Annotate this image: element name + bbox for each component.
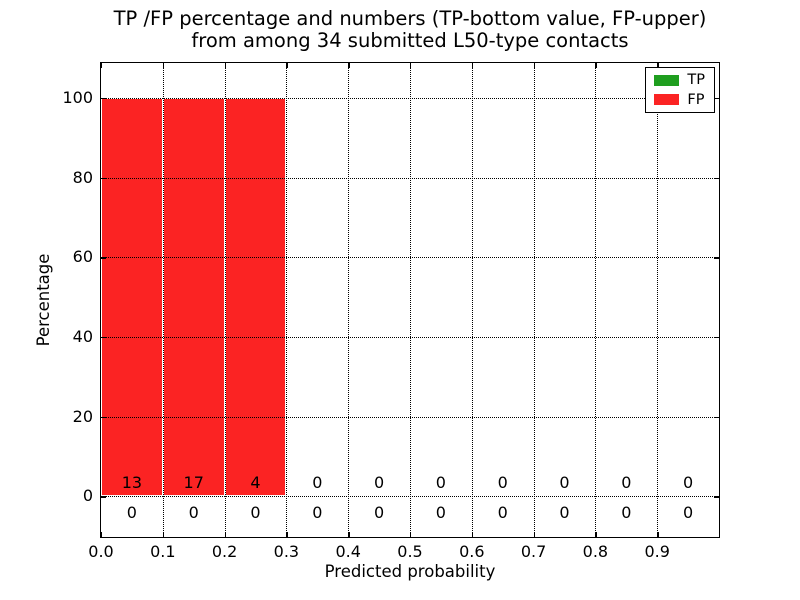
x-tick-mark	[533, 532, 535, 537]
fp-count-label: 0	[559, 473, 570, 493]
y-tick-label: 80	[72, 167, 93, 187]
tp-count-label: 0	[497, 503, 508, 523]
x-tick-mark	[533, 63, 535, 68]
x-tick-label: 0.6	[459, 542, 485, 561]
legend-label-fp: FP	[687, 91, 705, 108]
x-tick-mark	[162, 532, 165, 537]
gridline-v	[410, 63, 411, 537]
bar-fp-0.1	[162, 97, 225, 497]
x-tick-label: 0.1	[150, 542, 176, 561]
x-tick-label: 0.7	[520, 542, 547, 561]
x-tick-mark	[224, 532, 226, 537]
y-tick-mark	[714, 416, 719, 418]
y-tick-mark	[101, 177, 106, 179]
tp-count-label: 0	[374, 503, 385, 523]
x-tick-label: 0.8	[582, 542, 609, 561]
fp-count-label: 4	[250, 473, 261, 493]
x-tick-label: 0.5	[397, 542, 423, 561]
fp-count-label: 0	[435, 473, 446, 493]
fp-legend-swatch	[654, 94, 680, 106]
x-tick-label: 0.2	[211, 542, 238, 561]
x-tick-mark	[286, 532, 288, 537]
fp-count-label: 0	[374, 473, 385, 493]
gridline-v	[286, 63, 288, 537]
x-tick-mark	[595, 63, 597, 68]
y-tick-label: 40	[72, 326, 93, 346]
gridline-v	[348, 63, 350, 537]
tp-count-label: 0	[250, 503, 261, 523]
x-tick-mark	[657, 63, 659, 68]
legend-entry-fp: FP	[654, 91, 705, 108]
fp-count-label: 0	[497, 473, 508, 493]
legend-label-tp: TP	[687, 72, 705, 88]
gridline-v	[471, 63, 473, 537]
tp-count-label: 0	[435, 503, 446, 523]
y-tick-label: 60	[72, 247, 93, 267]
x-tick-mark	[348, 532, 350, 537]
x-tick-label: 0.9	[644, 542, 670, 561]
legend: TP FP	[645, 67, 715, 113]
y-tick-mark	[714, 257, 719, 259]
x-tick-mark	[101, 63, 103, 68]
x-tick-mark	[471, 532, 474, 537]
plot-area: TP FP 0.0 0.1 0.2 0.3 0.4 0.5 0.6 0.7 0.8 0.9 0 20 40…	[62, 62, 720, 560]
chart-title-line1: TP /FP percentage and numbers (TP-bottom…	[113, 7, 707, 30]
x-tick-mark	[286, 63, 288, 68]
y-axis-label: Percentage	[33, 253, 53, 347]
x-tick-mark	[471, 63, 474, 68]
y-tick-mark	[714, 177, 719, 179]
y-tick-label: 0	[82, 486, 93, 506]
x-tick-label: 0.4	[335, 542, 361, 561]
legend-entry-tp: TP	[654, 73, 705, 88]
gridline-v	[657, 63, 659, 537]
y-tick-mark	[101, 336, 106, 339]
x-tick-label: 0.0	[88, 542, 114, 561]
chart-title-line2: from among 34 submitted L50-type contact…	[191, 29, 629, 52]
x-tick-mark	[162, 63, 165, 68]
y-tick-label: 100	[62, 87, 93, 107]
tp-count-label: 0	[621, 503, 632, 523]
y-tick-mark	[101, 257, 106, 259]
y-tick-mark	[101, 97, 106, 100]
chart-title: TP /FP percentage and numbers (TP-bottom…	[100, 8, 720, 52]
tp-count-label: 0	[188, 503, 199, 523]
gridline-v	[533, 63, 535, 537]
x-tick-mark	[224, 63, 226, 68]
x-tick-mark	[348, 63, 350, 68]
y-tick-mark	[101, 496, 106, 498]
x-tick-mark	[410, 63, 412, 68]
bar-fp-0.0	[101, 97, 163, 497]
x-tick-mark	[595, 532, 597, 537]
x-tick-mark	[410, 532, 412, 537]
tp-count-label: 0	[126, 503, 137, 523]
fp-count-label: 0	[621, 473, 632, 493]
y-tick-mark	[714, 496, 719, 498]
fp-count-label: 0	[312, 473, 323, 493]
y-tick-mark	[714, 336, 719, 339]
x-tick-label: 0.3	[273, 542, 300, 561]
gridline-v	[595, 63, 597, 537]
fp-count-label: 17	[183, 473, 204, 493]
x-tick-mark	[657, 532, 659, 537]
x-axis-label: Predicted probability	[324, 562, 496, 581]
gridline-v	[224, 63, 226, 537]
tp-count-label: 0	[312, 503, 323, 523]
gridline-v	[162, 63, 164, 537]
x-tick-mark	[101, 532, 103, 537]
bar-fp-0.2	[224, 97, 287, 497]
fp-count-label: 13	[121, 473, 143, 493]
tp-legend-swatch	[654, 74, 680, 86]
y-tick-mark	[714, 97, 719, 100]
tp-count-label: 0	[683, 503, 694, 523]
y-tick-mark	[101, 416, 106, 418]
y-tick-label: 20	[72, 406, 93, 426]
fp-count-label: 0	[683, 473, 694, 493]
tp-count-label: 0	[559, 503, 570, 523]
